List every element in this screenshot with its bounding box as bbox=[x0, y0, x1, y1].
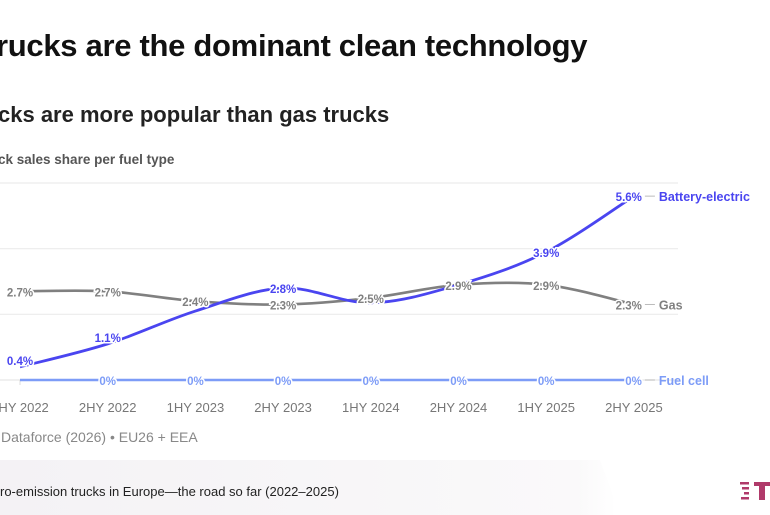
data-label: 0% bbox=[538, 376, 555, 388]
data-label: 0% bbox=[275, 376, 292, 388]
line-chart: 1HY 2022 2HY 2022 1HY 2023 2HY 2023 1HY 2024… bbox=[0, 182, 750, 415]
data-label: 5.6% bbox=[616, 192, 642, 204]
data-label: 2.7% bbox=[7, 287, 33, 299]
x-tick-label: 1HY 2024 bbox=[342, 400, 400, 415]
x-tick-label: 2HY 2022 bbox=[79, 400, 137, 415]
data-label: 2.8% bbox=[270, 284, 296, 296]
x-tick-label: 2HY 2024 bbox=[430, 400, 488, 415]
x-tick-label: 2HY 2023 bbox=[254, 400, 312, 415]
series-label: Fuel cell bbox=[659, 374, 709, 388]
x-tick-label: 2HY 2025 bbox=[605, 400, 663, 415]
data-label: 2.9% bbox=[533, 281, 559, 293]
series-line-battery-electric bbox=[19, 194, 635, 369]
data-label: 2.5% bbox=[358, 294, 384, 306]
series-label: Gas bbox=[659, 298, 683, 312]
data-label: 0% bbox=[450, 376, 467, 388]
data-label: 2.9% bbox=[445, 281, 471, 293]
data-label: 1.1% bbox=[95, 333, 121, 345]
data-label: 0% bbox=[362, 376, 379, 388]
data-label: 3.9% bbox=[533, 248, 559, 260]
x-tick-label: 1HY 2023 bbox=[167, 400, 225, 415]
x-tick-label: 1HY 2022 bbox=[0, 400, 49, 415]
x-tick-label: 1HY 2025 bbox=[517, 400, 575, 415]
chart-title: ck sales share per fuel type bbox=[0, 152, 175, 167]
data-label: 2.4% bbox=[182, 297, 208, 309]
series-label: Battery-electric bbox=[659, 190, 750, 204]
data-label: 0% bbox=[625, 376, 642, 388]
data-label: 0.4% bbox=[7, 356, 33, 368]
data-label: 2.3% bbox=[270, 300, 296, 312]
series-line-gas bbox=[19, 281, 635, 306]
footer-text: ro-emission trucks in Europe—the road so… bbox=[0, 484, 339, 499]
data-label: 0% bbox=[187, 376, 204, 388]
data-label: 0% bbox=[99, 376, 116, 388]
page-subtitle: cks are more popular than gas trucks bbox=[0, 102, 390, 127]
footer-bar bbox=[0, 460, 620, 515]
data-label: 2.7% bbox=[95, 287, 121, 299]
data-label: 2.3% bbox=[616, 300, 642, 312]
page-title: rucks are the dominant clean technology bbox=[0, 28, 588, 63]
brand-logo bbox=[740, 482, 770, 500]
source-note: Dataforce (2026) • EU26 + EEA bbox=[1, 429, 198, 445]
